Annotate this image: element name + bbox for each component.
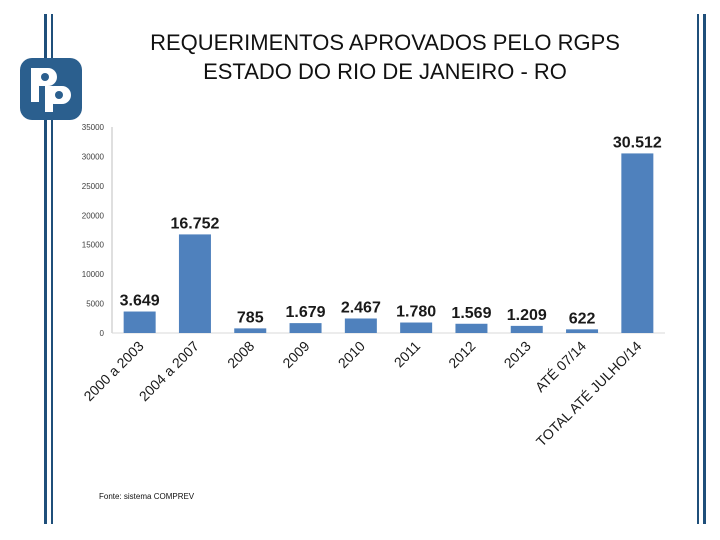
bar — [510, 325, 543, 333]
x-tick-label: 2008 — [224, 338, 257, 371]
data-label: 1.780 — [396, 304, 436, 321]
x-tick-label: TOTAL ATÉ JULHO/14 — [533, 338, 645, 450]
y-tick-label: 5000 — [86, 300, 104, 309]
y-tick-label: 35000 — [82, 123, 105, 132]
bars — [123, 153, 654, 333]
y-tick-label: 10000 — [82, 270, 105, 279]
y-tick-label: 25000 — [82, 182, 105, 191]
left-stripe-2 — [51, 14, 53, 524]
x-tick-label: 2010 — [335, 338, 368, 371]
y-tick-label: 30000 — [82, 152, 105, 161]
bar — [123, 311, 156, 333]
y-tick-label: 0 — [100, 329, 105, 338]
left-stripe-1 — [44, 14, 47, 524]
data-label: 785 — [237, 309, 264, 326]
value-labels: 3.649 16.752 785 1.679 2.467 1.780 1.569 1.209 6… — [120, 134, 662, 327]
bar — [344, 318, 377, 333]
data-label: 16.752 — [170, 215, 219, 232]
title-line-2: ESTADO DO RIO DE JANEIRO - RO — [203, 59, 567, 84]
bar — [289, 323, 322, 333]
x-tick-label: 2004 a 2007 — [136, 338, 203, 405]
data-label: 3.649 — [120, 293, 160, 310]
data-label: 2.467 — [341, 299, 381, 316]
x-tick-label: ATÉ 07/14 — [532, 338, 590, 396]
data-label: 1.679 — [286, 304, 326, 321]
right-stripe-2 — [703, 14, 706, 524]
x-tick-label: 2012 — [445, 338, 478, 371]
right-stripe-1 — [697, 14, 699, 524]
bar — [234, 328, 267, 333]
x-tick-label: 2009 — [279, 338, 312, 371]
bar — [178, 234, 211, 333]
x-tick-label: 2013 — [501, 338, 534, 371]
data-label: 1.569 — [451, 305, 491, 322]
logo-mark-icon — [31, 68, 71, 112]
bar — [566, 329, 599, 333]
bar — [400, 322, 433, 333]
pp-brand-logo — [20, 58, 82, 120]
bar — [455, 323, 488, 333]
y-tick-label: 15000 — [82, 241, 105, 250]
x-tick-label: 2011 — [391, 338, 424, 371]
source-note: Fonte: sistema COMPREV — [99, 492, 195, 501]
data-label: 1.209 — [507, 307, 547, 324]
title-line-1: REQUERIMENTOS APROVADOS PELO RGPS — [150, 30, 620, 55]
y-tick-label: 20000 — [82, 211, 105, 220]
slide-title: REQUERIMENTOS APROVADOS PELO RGPS ESTADO… — [95, 28, 675, 86]
data-label: 622 — [569, 310, 596, 327]
bar — [621, 153, 654, 333]
data-label: 30.512 — [613, 134, 662, 151]
